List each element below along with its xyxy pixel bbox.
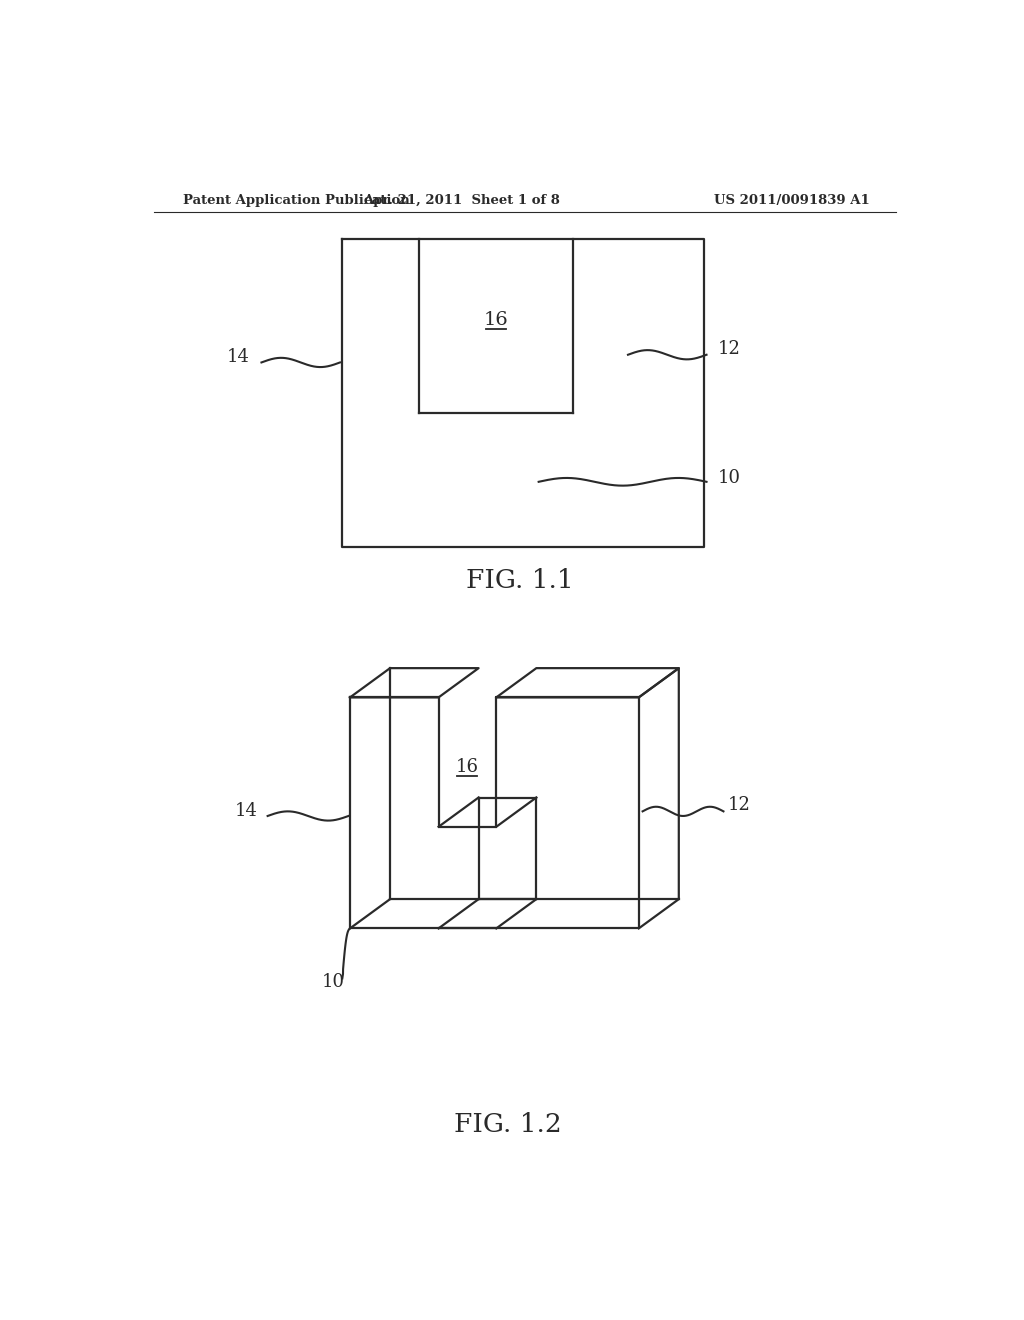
Text: 10: 10 bbox=[322, 973, 344, 991]
Text: 14: 14 bbox=[234, 803, 258, 820]
Text: Patent Application Publication: Patent Application Publication bbox=[183, 194, 410, 207]
Text: 10: 10 bbox=[717, 469, 740, 487]
Text: 14: 14 bbox=[227, 348, 250, 366]
Text: FIG. 1.2: FIG. 1.2 bbox=[454, 1113, 562, 1138]
Text: FIG. 1.1: FIG. 1.1 bbox=[466, 568, 573, 593]
Text: 16: 16 bbox=[456, 758, 478, 776]
Text: 12: 12 bbox=[717, 341, 740, 358]
Text: US 2011/0091839 A1: US 2011/0091839 A1 bbox=[714, 194, 869, 207]
Text: Apr. 21, 2011  Sheet 1 of 8: Apr. 21, 2011 Sheet 1 of 8 bbox=[364, 194, 560, 207]
Text: 16: 16 bbox=[484, 312, 509, 329]
Text: 12: 12 bbox=[727, 796, 751, 814]
